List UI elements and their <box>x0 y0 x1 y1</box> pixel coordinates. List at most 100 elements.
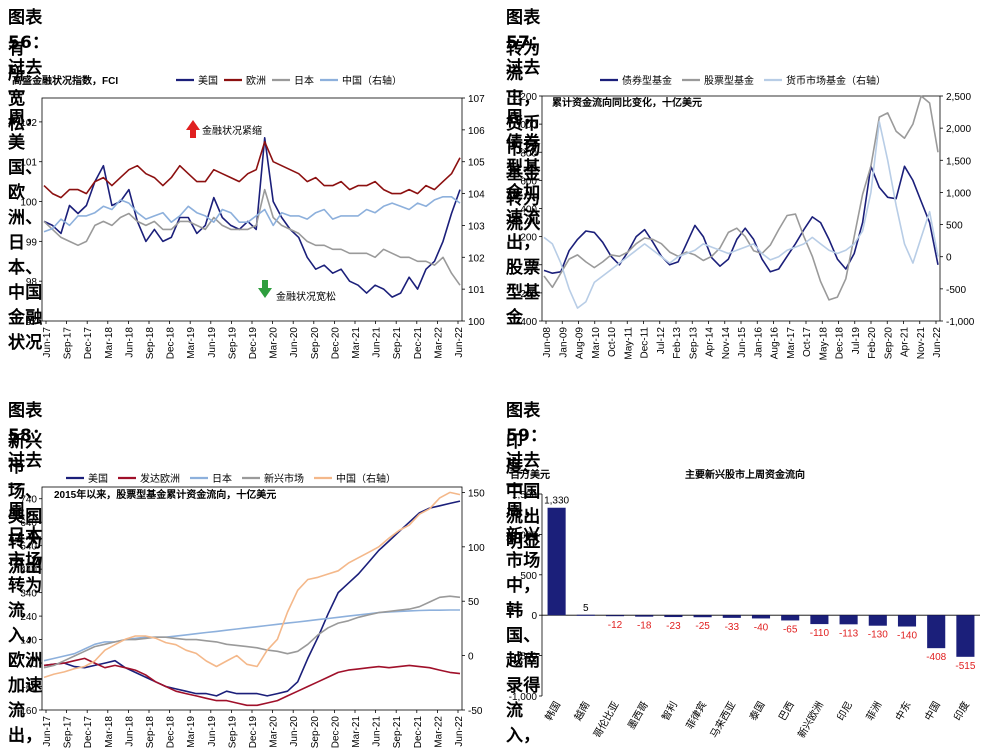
bar-泰国 <box>751 615 771 619</box>
x-tick-label: Sep-20 <box>310 716 321 749</box>
chart-title: 累计资金流向同比变化，十亿美元 <box>552 96 702 109</box>
chart-57: 债券型基金 股票型基金 货币市场基金（右轴） 1,200 1,000 800 600 400 2… <box>512 74 975 360</box>
y-left-tick-label: 600 <box>520 176 537 187</box>
y-left-tick-label: -60 <box>23 683 38 694</box>
data-label: -113 <box>839 628 859 639</box>
series-line-日本 <box>43 609 460 662</box>
x-tick-label: Mar-22 <box>433 716 444 748</box>
x-tick-label: Aug-16 <box>770 327 781 360</box>
y-tick-label: 500 <box>520 571 537 582</box>
x-tick-label: Apr-14 <box>705 327 716 357</box>
category-label: 哥伦比亚 <box>590 699 621 740</box>
x-tick-label: Mar-19 <box>186 716 197 748</box>
x-tick-label: Sep-19 <box>227 716 238 749</box>
bar-墨西哥 <box>635 615 654 617</box>
category-label: 中东 <box>892 699 913 723</box>
y-right-tick-label: 105 <box>468 158 485 169</box>
y-right-tick-label: 500 <box>946 221 963 232</box>
x-tick-label: Dec-18 <box>166 716 177 749</box>
y-left-tick-label: -200 <box>517 289 537 300</box>
x-tick-label: Sep-20 <box>310 327 321 360</box>
y-left-tick-label: 800 <box>520 148 537 159</box>
x-tick-label: Sep-21 <box>392 716 403 749</box>
y-right-tick-label: 1,500 <box>946 156 971 167</box>
x-tick-label: Dec-20 <box>330 716 341 749</box>
x-tick-label: Jun-22 <box>932 327 943 358</box>
bar-马来西亚 <box>722 615 741 618</box>
y-left-tick-label: 400 <box>520 205 537 216</box>
data-label: -12 <box>608 620 623 631</box>
x-tick-label: Dec-20 <box>330 327 341 360</box>
y-left-tick-label: -400 <box>517 317 537 328</box>
series-line-货币市场基金（右轴） <box>543 120 939 309</box>
annotation-loose: 金融状况宽松 <box>276 290 336 303</box>
x-tick-label: May-11 <box>623 327 634 360</box>
series-line-发达欧洲 <box>43 657 461 707</box>
data-label: -33 <box>725 622 740 633</box>
legend-label: 中国（右轴） <box>342 74 402 87</box>
x-tick-label: Jun-22 <box>454 716 465 747</box>
y-left-tick-label: 102 <box>20 118 37 129</box>
y-left-tick-label: 240 <box>20 612 37 623</box>
category-label: 新兴欧洲 <box>795 699 826 740</box>
x-tick-label: Dec-18 <box>166 327 177 360</box>
x-tick-label: Mar-21 <box>351 716 362 748</box>
bar-越南 <box>576 614 595 616</box>
panel-59-title-line2: 印度、中国流出明显 <box>506 432 541 552</box>
x-tick-label: Jan-09 <box>558 327 569 358</box>
series-line-美国 <box>43 137 461 298</box>
chart-59: 百万美元 主要新兴股市上周资金流向 1,500 1,000 500 0 -500 -1,000… <box>509 468 980 740</box>
category-label: 印尼 <box>835 700 855 723</box>
y-right-tick-label: 2,000 <box>946 124 971 135</box>
legend-label: 美国 <box>198 74 218 87</box>
x-tick-label: Mar-20 <box>269 327 280 359</box>
x-tick-label: Dec-21 <box>413 716 424 749</box>
y-left-tick-label: 100 <box>20 198 37 209</box>
data-label: -110 <box>810 628 830 639</box>
y-left-tick-label: 740 <box>20 495 37 506</box>
y-axis-label: 百万美元 <box>510 468 550 481</box>
legend-label: 发达欧洲 <box>140 472 180 485</box>
y-right-tick-label: 101 <box>468 285 485 296</box>
y-right-tick-label: 106 <box>468 126 485 137</box>
x-tick-label: Jan-16 <box>753 327 764 358</box>
x-tick-label: Jun-22 <box>454 327 465 358</box>
data-label: -18 <box>637 621 652 632</box>
annotation-tight: 金融状况紧缩 <box>202 124 262 137</box>
x-tick-label: Oct-10 <box>607 327 618 357</box>
x-tick-label: Mar-18 <box>104 327 115 359</box>
legend-label: 欧洲 <box>246 75 266 87</box>
data-label: -65 <box>783 624 798 635</box>
y-tick-label: 0 <box>531 611 537 622</box>
x-tick-label: Jun-08 <box>542 327 553 358</box>
x-tick-label: Dec-11 <box>640 327 651 359</box>
y-left-tick-label: 0 <box>531 261 537 272</box>
category-label: 菲洲 <box>864 700 884 723</box>
legend-label: 新兴市场 <box>264 472 304 485</box>
series-line-欧洲 <box>43 141 461 199</box>
data-label: 5 <box>583 603 589 614</box>
y-tick-label: -500 <box>517 652 537 663</box>
panel-56-title-line1: 图表 56：过去一周，美国、欧洲、日本、中国金融状况 <box>8 8 50 353</box>
x-tick-label: Jul-19 <box>851 327 862 355</box>
y-right-tick-label: 103 <box>468 221 485 232</box>
data-label: -515 <box>955 661 975 672</box>
x-tick-label: Dec-21 <box>413 327 424 360</box>
arrow-up-icon <box>186 120 200 138</box>
category-label: 墨西哥 <box>625 700 650 732</box>
bar-巴西 <box>781 615 800 621</box>
panel-58-title-line1: 图表 58：过去一周，日本市场转为流入，欧洲加速流出， <box>8 401 50 746</box>
series-line-美国 <box>43 500 461 697</box>
x-tick-label: Aug-09 <box>575 327 586 360</box>
x-tick-label: Dec-19 <box>248 327 259 360</box>
y-left-tick-label: 200 <box>520 233 537 244</box>
panel-56-title-line2: 有所宽松 <box>8 39 26 134</box>
panel-58-title-line2: 新兴市场、美国转为流出 <box>8 432 43 577</box>
chart-56: 高盛金融状况指数，FCI 美国 欧洲 日本 中国（右轴） 102 101 100 99 98 97 1… <box>12 74 485 360</box>
x-tick-label: Mar-17 <box>786 327 797 359</box>
x-tick-label: Feb-13 <box>672 327 683 359</box>
x-tick-label: Jun-15 <box>737 327 748 358</box>
category-label: 智利 <box>659 699 680 723</box>
bar-菲洲 <box>868 615 887 626</box>
x-tick-label: Nov-14 <box>721 327 732 360</box>
